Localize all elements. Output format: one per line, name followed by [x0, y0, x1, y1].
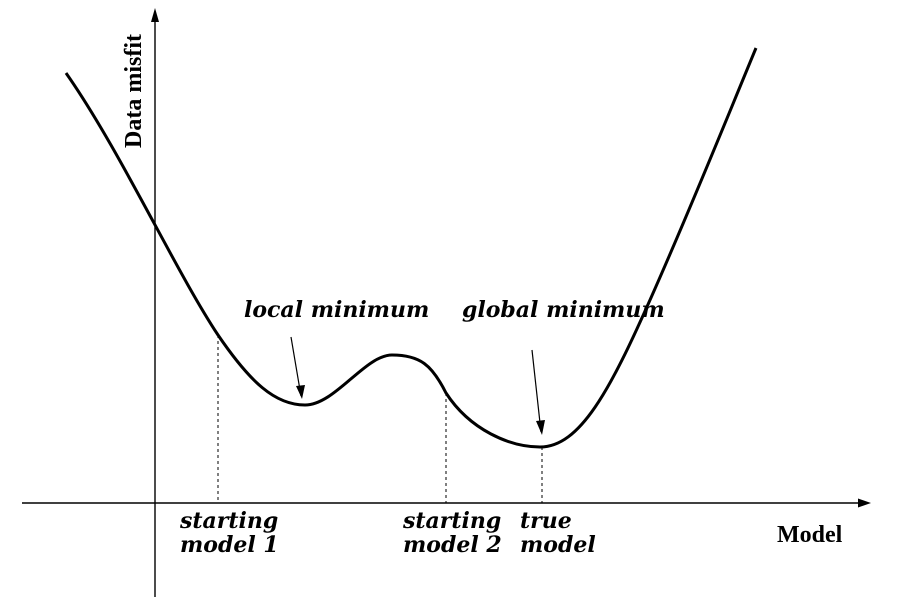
global-minimum-label: global minimum	[462, 297, 665, 323]
global-minimum-arrow	[531, 349, 542, 433]
local-minimum-arrowhead	[296, 385, 305, 399]
start2-label-line2: model 2	[403, 532, 502, 558]
global-minimum-arrowhead	[536, 420, 545, 435]
start1-label-line2: model 1	[180, 532, 279, 558]
start2-label-line1: starting	[402, 508, 501, 534]
start1-label-line1: starting	[179, 508, 278, 534]
y-axis-arrow	[151, 8, 159, 22]
true-label-line1: true	[520, 508, 572, 534]
x-axis-arrow	[858, 498, 871, 508]
local-minimum-label: local minimum	[244, 297, 429, 323]
misfit-curve	[64, 47, 758, 449]
x-axis-title: Model	[777, 522, 843, 548]
true-label-line2: model	[520, 532, 596, 558]
y-axis-title: Data misfit	[121, 34, 147, 148]
